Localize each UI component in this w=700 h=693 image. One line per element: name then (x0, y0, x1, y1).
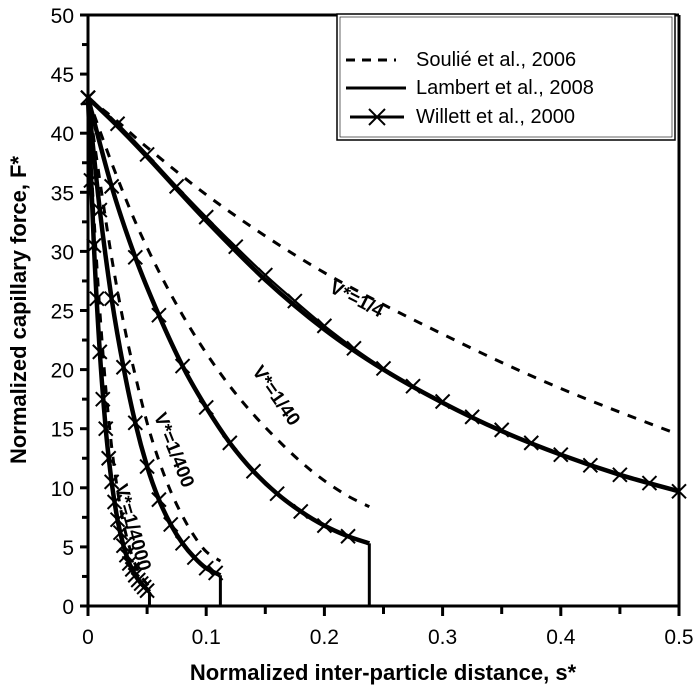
x-marker-icon (612, 467, 628, 483)
y-tick-label: 20 (51, 360, 74, 383)
x-marker-icon (375, 360, 392, 377)
x-marker-icon (641, 475, 658, 491)
x-marker-icon (316, 517, 333, 534)
x-marker-icon (222, 435, 238, 451)
x-tick-label: 0 (82, 626, 94, 649)
x-marker-icon (109, 116, 126, 132)
x-marker-icon (582, 457, 599, 474)
x-marker-icon (92, 202, 108, 218)
x-marker-icon (198, 399, 214, 416)
x-marker-icon (103, 290, 120, 307)
x-marker-icon (127, 249, 143, 266)
x-axis-ticks: 0 0.1 0.2 0.3 0.4 0.5 (82, 606, 694, 649)
volume-annotation: V*=1/4 (326, 277, 387, 322)
x-marker-icon (316, 318, 333, 334)
y-axis-title: Normalized capillary force, F* (6, 156, 31, 465)
x-marker-icon (151, 307, 167, 323)
y-tick-label: 50 (51, 5, 74, 28)
x-marker-icon (269, 486, 285, 502)
x-marker-icon (257, 267, 274, 283)
x-marker-icon (151, 491, 167, 508)
x-marker-icon (198, 209, 214, 225)
curve-souli--1-40 (86, 97, 370, 509)
x-marker-icon (198, 560, 214, 576)
y-axis-ticks: 0 5 10 15 20 25 30 35 40 45 50 (51, 5, 88, 619)
x-marker-icon (83, 172, 99, 189)
x-marker-icon (103, 474, 120, 490)
x-marker-icon (103, 178, 120, 195)
volume-annotation: V*=1/400 (149, 410, 198, 491)
x-marker-icon (405, 378, 421, 394)
curve-souli--1-4 (87, 96, 680, 437)
x-marker-icon (493, 422, 510, 438)
legend-label-willett: Willett et al., 2000 (416, 106, 575, 128)
x-marker-icon (89, 290, 105, 307)
curve-souli--1-400 (86, 97, 222, 563)
x-marker-icon (340, 528, 356, 544)
x-tick-label: 0.3 (428, 626, 457, 649)
x-marker-icon (139, 146, 155, 163)
y-tick-label: 5 (62, 537, 74, 560)
x-marker-icon (346, 340, 362, 357)
x-tick-label: 0.4 (546, 626, 576, 649)
x-tick-label: 0.1 (192, 626, 221, 649)
y-tick-label: 40 (51, 123, 74, 146)
volume-annotation: V*=1/40 (248, 362, 304, 430)
y-tick-label: 15 (51, 419, 74, 442)
x-marker-icon (106, 494, 123, 510)
x-marker-icon (109, 512, 126, 528)
x-marker-icon (127, 415, 143, 431)
x-marker-icon (174, 358, 191, 374)
x-marker-icon (139, 582, 155, 599)
y-tick-label: 10 (51, 478, 74, 501)
x-marker-icon (115, 538, 132, 554)
curve-souli--1-4000 (86, 97, 151, 589)
x-marker-icon (293, 503, 309, 520)
x-marker-icon (92, 344, 108, 360)
legend-box-inner (339, 16, 673, 138)
x-marker-icon (118, 547, 135, 563)
legend: Soulié et al., 2006 Lambert et al., 2008… (336, 13, 676, 141)
legend-label-soulie: Soulié et al., 2006 (416, 49, 576, 71)
x-marker-icon (174, 535, 191, 552)
x-marker-icon (368, 108, 386, 126)
x-marker-icon (139, 458, 155, 475)
y-tick-label: 45 (51, 64, 74, 87)
x-axis-title: Normalized inter-particle distance, s* (190, 660, 577, 685)
y-tick-label: 0 (62, 596, 74, 619)
curve-lambert--1-40 (85, 97, 371, 546)
y-tick-label: 25 (51, 301, 74, 324)
x-marker-icon (127, 567, 143, 583)
x-tick-label: 0.2 (310, 626, 339, 649)
legend-label-lambert: Lambert et al., 2008 (416, 77, 594, 99)
x-marker-icon (168, 178, 185, 195)
x-marker-icon (464, 409, 480, 425)
x-marker-icon (112, 525, 129, 541)
x-marker-icon (100, 450, 117, 466)
x-marker-icon (163, 516, 179, 533)
x-marker-icon (228, 238, 244, 255)
x-marker-icon (115, 359, 132, 375)
plot-curves (80, 90, 687, 606)
legend-box (336, 13, 676, 141)
x-tick-label: 0.5 (664, 626, 693, 649)
x-marker-icon (287, 293, 303, 309)
x-marker-icon (245, 463, 262, 479)
y-tick-label: 35 (51, 182, 74, 205)
x-marker-icon (98, 420, 114, 437)
x-marker-icon (523, 435, 539, 451)
x-marker-icon (95, 391, 111, 407)
y-tick-label: 30 (51, 241, 74, 264)
x-marker-icon (434, 393, 451, 410)
x-marker-icon (553, 446, 569, 463)
